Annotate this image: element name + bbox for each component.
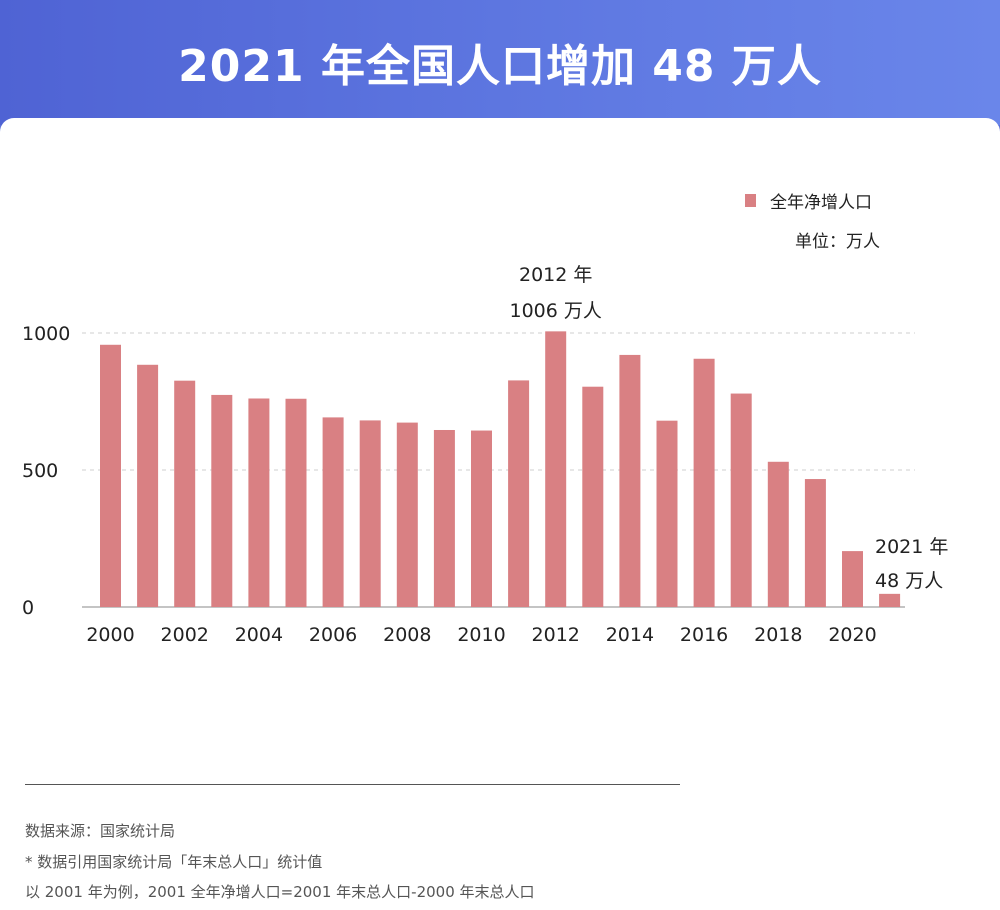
bar-2005	[285, 398, 307, 607]
bar-2018	[767, 461, 789, 607]
legend: 全年净增人口	[745, 188, 872, 213]
annotation-2012-year: 2012 年	[519, 264, 592, 286]
x-tick-label: 2002	[161, 624, 209, 646]
bar-2020	[842, 551, 863, 607]
bar-2000	[100, 344, 121, 607]
bar-2010	[471, 430, 492, 607]
bar-2012	[545, 331, 567, 607]
annotation-2012-value: 1006 万人	[509, 300, 601, 322]
annotation-2021-year: 2021 年	[875, 536, 948, 558]
footer-divider	[25, 784, 680, 785]
bar-2019	[804, 479, 826, 607]
x-tick-label: 2020	[828, 624, 876, 646]
annotation-2021-value: 48 万人	[875, 570, 943, 592]
chart-card	[0, 118, 1000, 910]
footnote-2: 以 2001 年为例，2001 全年净增人口=2001 年末总人口-2000 年…	[25, 883, 535, 901]
bar-2009	[433, 429, 455, 607]
bar-2007	[359, 420, 381, 607]
y-tick-label: 1000	[22, 323, 70, 345]
page-title: 2021 年全国人口增加 48 万人	[178, 41, 822, 92]
x-tick-label: 2016	[680, 624, 728, 646]
x-tick-label: 2006	[309, 624, 357, 646]
bar-2003	[211, 394, 233, 607]
bar-2008	[396, 422, 418, 607]
x-tick-label: 2014	[606, 624, 654, 646]
bar-2011	[508, 380, 530, 607]
header-banner: 2021 年全国人口增加 48 万人	[0, 0, 1000, 125]
bar-2017	[730, 393, 752, 607]
legend-label: 全年净增人口	[770, 193, 872, 213]
bar-2002	[174, 380, 196, 607]
bar-2016	[693, 358, 715, 607]
x-tick-label: 2012	[532, 624, 580, 646]
y-tick-label: 500	[22, 460, 58, 482]
x-tick-label: 2000	[86, 624, 134, 646]
y-tick-label: 0	[22, 597, 34, 619]
bar-2021	[879, 593, 901, 607]
legend-swatch	[745, 194, 756, 207]
bar-2014	[619, 354, 641, 607]
bar-2001	[137, 364, 159, 607]
bar-2004	[248, 398, 270, 607]
unit-label: 单位：万人	[795, 232, 880, 252]
x-tick-label: 2018	[754, 624, 802, 646]
x-tick-label: 2010	[457, 624, 505, 646]
bar-2015	[656, 420, 678, 607]
x-tick-label: 2004	[235, 624, 283, 646]
source-note: 数据来源：国家统计局	[25, 822, 176, 840]
x-tick-label: 2008	[383, 624, 431, 646]
footnote-1: * 数据引用国家统计局「年末总人口」统计值	[25, 853, 323, 871]
bar-2013	[582, 386, 604, 607]
bar-2006	[322, 417, 344, 607]
